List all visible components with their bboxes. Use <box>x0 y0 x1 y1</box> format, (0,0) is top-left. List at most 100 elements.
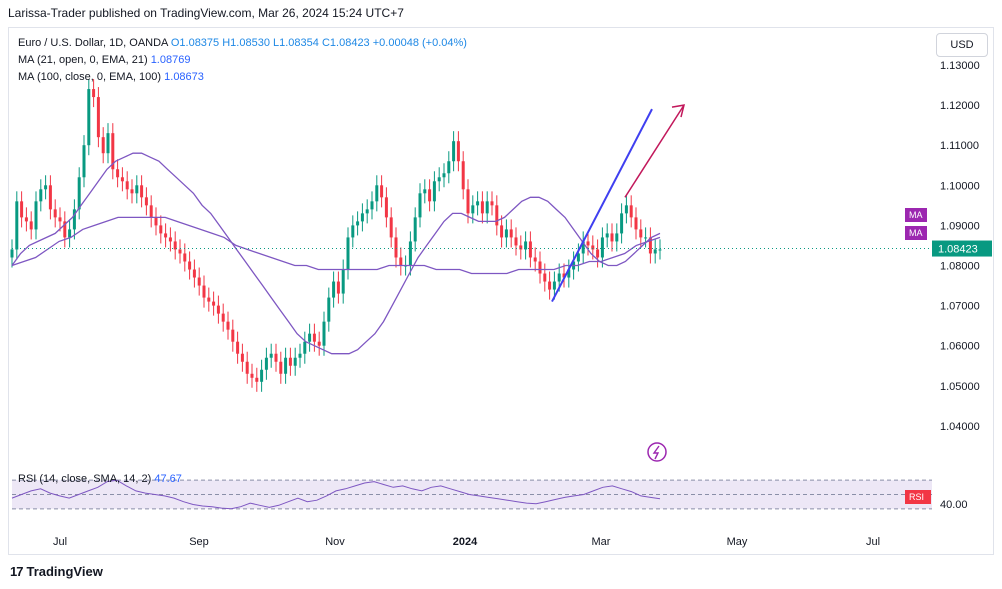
legend-ma2-row: MA (100, close, 0, EMA, 100) 1.08673 <box>18 71 204 83</box>
candle-body <box>312 333 316 342</box>
candle-body <box>634 217 638 230</box>
lightning-bolt-icon <box>652 445 660 460</box>
tradingview-footer[interactable]: 17 TradingView <box>10 564 103 579</box>
high-value: H1.08530 <box>222 37 270 49</box>
ma2-label: MA (100, close, 0, EMA, 100) <box>18 71 162 83</box>
price-tick-label: 1.06000 <box>940 341 980 353</box>
candle-body <box>644 237 648 239</box>
price-tick-label: 1.10000 <box>940 180 980 192</box>
arrow-head <box>671 104 686 118</box>
current-price-tag <box>932 240 992 257</box>
candle-body <box>466 189 470 214</box>
candle-body <box>509 229 513 238</box>
price-tick-label: 1.12000 <box>940 100 980 112</box>
candle-body <box>375 185 379 202</box>
candle-body <box>624 205 628 214</box>
candle-body <box>77 177 81 210</box>
currency-button[interactable]: USD <box>936 33 988 57</box>
candle-body <box>216 305 220 314</box>
time-tick-label: Jul <box>866 536 880 548</box>
candle-body <box>140 185 144 198</box>
tradingview-logo-icon: 17 <box>10 564 24 579</box>
candle-body <box>221 313 225 322</box>
candle-body <box>260 369 264 382</box>
candle-body <box>562 273 566 278</box>
candle-body <box>197 277 201 286</box>
candle-body <box>336 281 340 294</box>
candle-body <box>231 329 235 342</box>
candle-body <box>192 269 196 278</box>
price-tick-label: 1.05000 <box>940 381 980 393</box>
candle-body <box>68 229 72 238</box>
candle-body <box>92 89 96 98</box>
price-tick-label: 1.08000 <box>940 261 980 273</box>
candle-body <box>279 361 283 374</box>
candle-body <box>629 205 633 218</box>
candle-body <box>236 341 240 354</box>
candle-body <box>264 357 268 370</box>
time-tick-label: Jul <box>53 536 67 548</box>
chart-frame[interactable] <box>8 27 994 555</box>
candle-body <box>418 193 422 218</box>
time-tick-label: Mar <box>592 536 611 548</box>
candle-body <box>610 233 614 242</box>
candle-body <box>356 221 360 226</box>
candle-body <box>120 177 124 182</box>
candle-body <box>274 353 278 362</box>
candle-body <box>245 361 249 374</box>
rsi-label: RSI (14, close, SMA, 14, 2) <box>18 473 152 485</box>
candle-body <box>269 353 273 358</box>
price-tick-label: 1.09000 <box>940 220 980 232</box>
ma1-label: MA (21, open, 0, EMA, 21) <box>18 54 148 66</box>
candle-body <box>101 137 105 154</box>
rsi-value: 47.67 <box>154 473 182 485</box>
candle-body <box>116 169 120 178</box>
candle-body <box>586 241 590 246</box>
candle-body <box>538 261 542 274</box>
ma2-value: 1.08673 <box>164 71 204 83</box>
rsi-tag-label: RSI <box>909 492 924 502</box>
price-tick-label: 1.11000 <box>940 140 979 152</box>
candle-body <box>346 237 350 270</box>
candle-body <box>432 181 436 202</box>
candle-body <box>615 233 619 242</box>
projection-arrow <box>624 104 685 198</box>
candle-body <box>111 133 115 170</box>
candle-body <box>96 97 100 138</box>
candle-body <box>442 173 446 178</box>
candles <box>10 79 662 392</box>
candle-body <box>20 201 24 218</box>
candle-body <box>240 353 244 362</box>
candle-body <box>596 249 600 258</box>
candle-body <box>125 181 129 190</box>
candle-body <box>648 237 652 254</box>
candle-body <box>284 357 288 374</box>
candle-body <box>658 249 662 251</box>
candle-body <box>24 217 28 222</box>
time-axis: Jul Sep Nov 2024 Mar May Jul <box>53 536 880 548</box>
candle-body <box>447 161 451 174</box>
candle-body <box>408 241 412 266</box>
time-tick-label: 2024 <box>453 536 478 548</box>
candle-body <box>39 189 43 202</box>
open-value: O1.08375 <box>170 37 220 49</box>
ma1-value: 1.08769 <box>150 54 191 66</box>
candle-body <box>476 201 480 206</box>
time-tick-label: May <box>727 536 748 548</box>
candle-body <box>480 201 484 214</box>
candle-body <box>72 209 76 230</box>
candle-body <box>226 321 230 330</box>
candle-body <box>135 185 139 194</box>
candle-body <box>399 257 403 266</box>
candle-body <box>380 185 384 198</box>
change-value: +0.00048 (+0.04%) <box>372 37 467 49</box>
candle-body <box>365 209 369 214</box>
ma-tag <box>905 226 927 240</box>
candle-body <box>298 353 302 358</box>
candle-body <box>437 177 441 182</box>
candle-body <box>322 321 326 346</box>
candle-body <box>370 201 374 210</box>
candle-body <box>548 281 552 290</box>
candle-body <box>423 189 427 194</box>
